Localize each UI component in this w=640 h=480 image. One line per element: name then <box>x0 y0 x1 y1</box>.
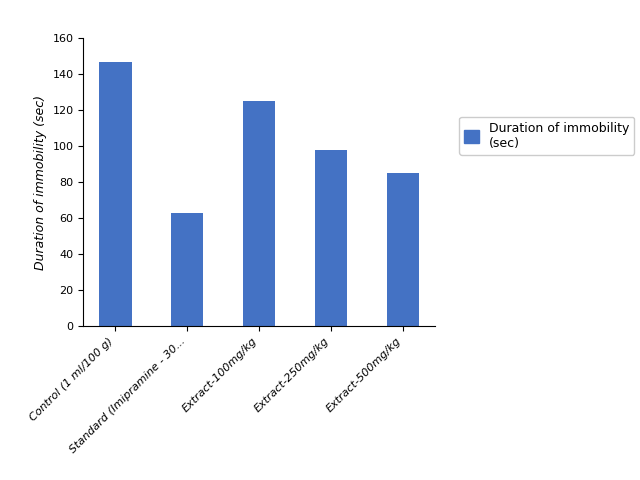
Y-axis label: Duration of immobility (sec): Duration of immobility (sec) <box>34 95 47 270</box>
Bar <box>243 101 275 326</box>
Bar <box>171 213 204 326</box>
Legend: Duration of immobility
(sec): Duration of immobility (sec) <box>459 117 634 155</box>
Bar <box>315 150 348 326</box>
Bar <box>387 173 419 326</box>
Bar <box>99 62 132 326</box>
